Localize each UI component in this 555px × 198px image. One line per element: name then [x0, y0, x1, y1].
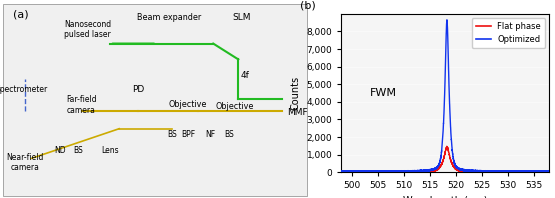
Text: BS: BS	[168, 130, 178, 139]
Text: 4f: 4f	[240, 71, 249, 80]
Legend: Flat phase, Optimized: Flat phase, Optimized	[472, 18, 545, 48]
Text: Lens: Lens	[101, 146, 119, 155]
Text: BS: BS	[224, 130, 234, 139]
Text: BPF: BPF	[181, 130, 195, 139]
Text: Objective: Objective	[169, 100, 208, 109]
Text: SLM: SLM	[232, 13, 251, 22]
Text: BS: BS	[73, 146, 83, 155]
Text: PD: PD	[132, 85, 144, 94]
Text: Spectrometer: Spectrometer	[0, 85, 48, 94]
Text: (a): (a)	[13, 10, 28, 20]
X-axis label: Wavelength (nm): Wavelength (nm)	[403, 196, 488, 198]
Text: Far-field
camera: Far-field camera	[66, 95, 97, 115]
Text: Nanosecond
pulsed laser: Nanosecond pulsed laser	[64, 20, 112, 39]
Y-axis label: Counts: Counts	[291, 76, 301, 110]
FancyBboxPatch shape	[3, 4, 307, 196]
Text: MMF: MMF	[287, 108, 308, 117]
Text: ND: ND	[54, 146, 65, 155]
Text: Beam expander: Beam expander	[137, 13, 201, 22]
Text: Near-field
camera: Near-field camera	[7, 153, 44, 172]
Text: NF: NF	[205, 130, 215, 139]
Text: Objective: Objective	[216, 102, 254, 111]
Text: FWM: FWM	[370, 88, 396, 98]
Text: (b): (b)	[300, 1, 315, 11]
